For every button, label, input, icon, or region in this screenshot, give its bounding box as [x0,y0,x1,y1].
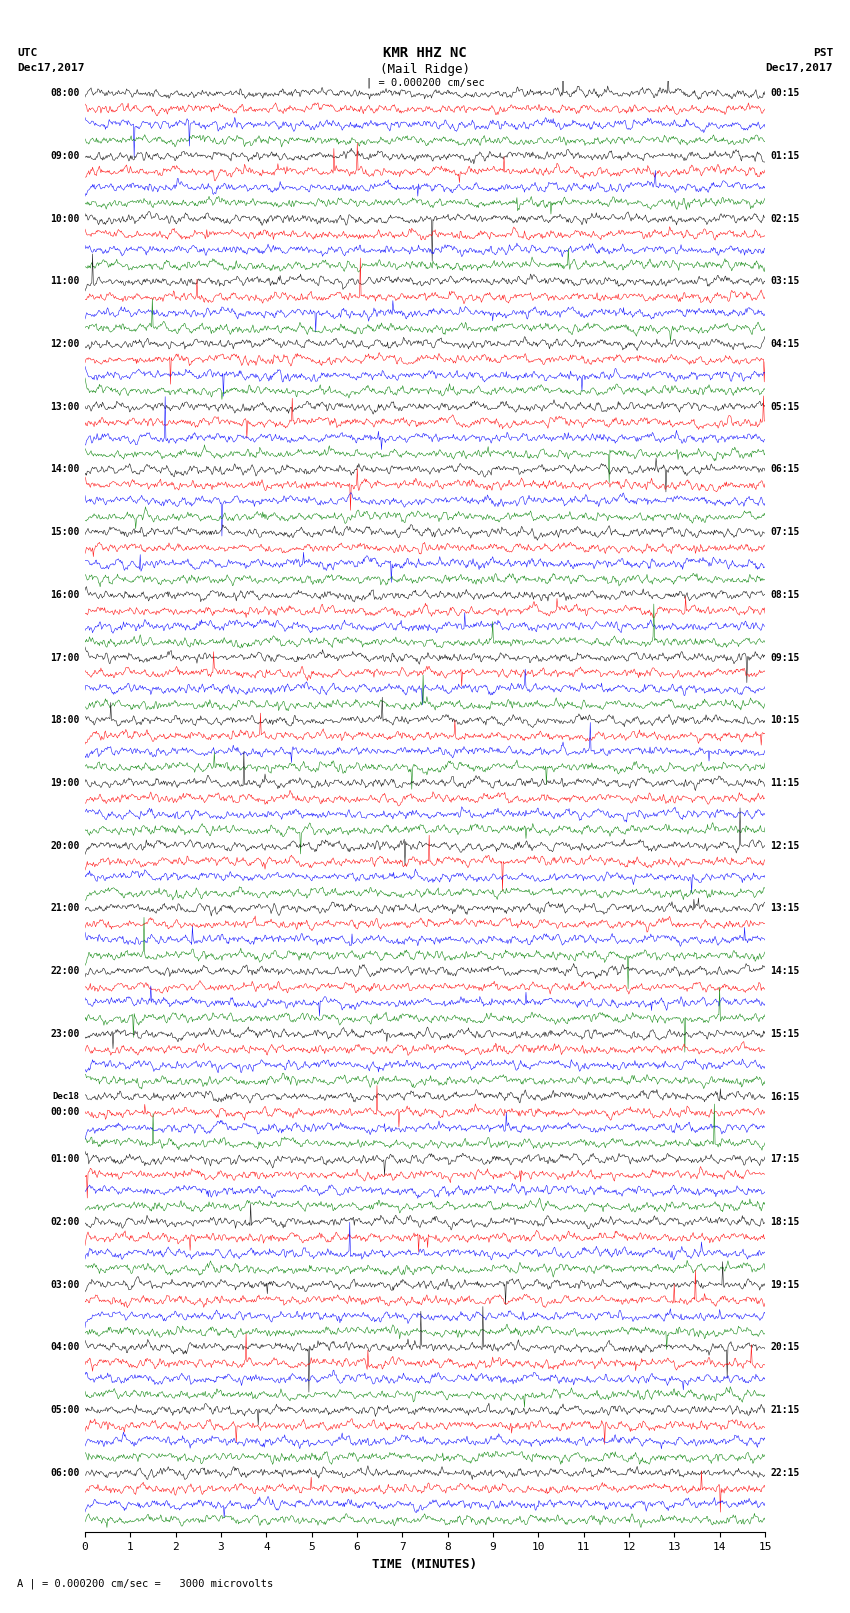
Text: 19:00: 19:00 [50,777,80,789]
Text: 11:15: 11:15 [770,777,800,789]
Text: 21:00: 21:00 [50,903,80,913]
Text: 09:15: 09:15 [770,653,800,663]
Text: 05:15: 05:15 [770,402,800,411]
Text: 06:15: 06:15 [770,465,800,474]
Text: 14:00: 14:00 [50,465,80,474]
Text: Dec17,2017: Dec17,2017 [766,63,833,73]
Text: 16:00: 16:00 [50,590,80,600]
Text: 01:15: 01:15 [770,152,800,161]
Text: 22:00: 22:00 [50,966,80,976]
Text: 23:00: 23:00 [50,1029,80,1039]
Text: 15:00: 15:00 [50,527,80,537]
Text: 07:15: 07:15 [770,527,800,537]
Text: 08:00: 08:00 [50,89,80,98]
Text: 12:00: 12:00 [50,339,80,348]
Text: | = 0.000200 cm/sec: | = 0.000200 cm/sec [366,77,484,87]
Text: 06:00: 06:00 [50,1468,80,1478]
Text: 21:15: 21:15 [770,1405,800,1415]
Text: (Mail Ridge): (Mail Ridge) [380,63,470,76]
Text: 08:15: 08:15 [770,590,800,600]
Text: 14:15: 14:15 [770,966,800,976]
Text: 00:15: 00:15 [770,89,800,98]
Text: 02:15: 02:15 [770,213,800,224]
Text: 00:00: 00:00 [50,1107,80,1118]
Text: 11:00: 11:00 [50,276,80,287]
Text: 18:15: 18:15 [770,1216,800,1227]
Text: UTC: UTC [17,48,37,58]
Text: 02:00: 02:00 [50,1216,80,1227]
Text: PST: PST [813,48,833,58]
Text: 12:15: 12:15 [770,840,800,850]
Text: 09:00: 09:00 [50,152,80,161]
Text: 01:00: 01:00 [50,1155,80,1165]
Text: KMR HHZ NC: KMR HHZ NC [383,47,467,60]
Text: 16:15: 16:15 [770,1092,800,1102]
Text: 15:15: 15:15 [770,1029,800,1039]
Text: 05:00: 05:00 [50,1405,80,1415]
Text: 04:15: 04:15 [770,339,800,348]
Text: 03:15: 03:15 [770,276,800,287]
Text: 17:00: 17:00 [50,653,80,663]
Text: 18:00: 18:00 [50,715,80,726]
Text: 20:15: 20:15 [770,1342,800,1352]
Text: Dec17,2017: Dec17,2017 [17,63,84,73]
Text: 19:15: 19:15 [770,1279,800,1290]
Text: 04:00: 04:00 [50,1342,80,1352]
Text: 10:00: 10:00 [50,213,80,224]
Text: 20:00: 20:00 [50,840,80,850]
Text: 03:00: 03:00 [50,1279,80,1290]
Text: 17:15: 17:15 [770,1155,800,1165]
Text: A | = 0.000200 cm/sec =   3000 microvolts: A | = 0.000200 cm/sec = 3000 microvolts [17,1579,273,1589]
Text: 22:15: 22:15 [770,1468,800,1478]
X-axis label: TIME (MINUTES): TIME (MINUTES) [372,1558,478,1571]
Text: 13:00: 13:00 [50,402,80,411]
Text: 13:15: 13:15 [770,903,800,913]
Text: 10:15: 10:15 [770,715,800,726]
Text: Dec18: Dec18 [53,1092,80,1102]
